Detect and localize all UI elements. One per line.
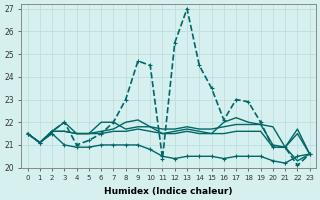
X-axis label: Humidex (Indice chaleur): Humidex (Indice chaleur) <box>104 187 233 196</box>
